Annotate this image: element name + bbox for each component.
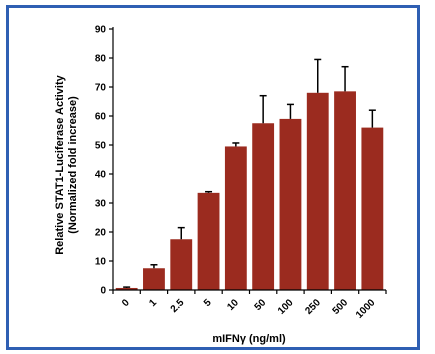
x-tick-label-5: 5 [202, 297, 214, 309]
y-tick-label-40: 40 [95, 170, 107, 181]
bar-chart: Relative STAT1-Luciferase Activity (Norm… [54, 25, 387, 345]
error-bar-250 [314, 58, 322, 93]
x-tick-labels: 0 1 2.5 5 10 50 100 250 500 1000 [120, 297, 378, 321]
x-tick-label-250: 250 [303, 297, 323, 317]
y-tick-label-80: 80 [95, 54, 107, 65]
x-tick-label-1000: 1000 [354, 297, 378, 321]
error-bar-10 [232, 142, 240, 147]
error-bar-5 [205, 190, 213, 193]
bar-250 [306, 92, 329, 290]
error-bar-500 [341, 65, 349, 92]
error-bar-2.5 [177, 226, 185, 240]
x-tick-label-0: 0 [120, 297, 132, 309]
x-tick-label-50: 50 [253, 297, 269, 313]
x-tick-label-500: 500 [331, 297, 351, 317]
bar-50 [252, 123, 275, 290]
y-tick-label-0: 0 [100, 286, 106, 297]
y-tick-label-90: 90 [95, 25, 107, 36]
y-axis-title: Relative STAT1-Luciferase Activity (Norm… [54, 74, 79, 254]
y-axis-title-line2: (Normalized fold increase) [67, 96, 79, 234]
y-tick-label-10: 10 [95, 257, 107, 268]
x-tick-label-2.5: 2.5 [169, 297, 187, 315]
bar-0 [115, 287, 138, 290]
y-tick-label-50: 50 [95, 141, 107, 152]
error-bar-100 [286, 103, 294, 119]
y-tick-label-70: 70 [95, 83, 107, 94]
y-axis-title-line1: Relative STAT1-Luciferase Activity [54, 74, 66, 254]
x-tick-label-1: 1 [147, 297, 159, 309]
error-bar-50 [259, 94, 267, 124]
bars-group [115, 91, 384, 291]
y-tick-label-30: 30 [95, 199, 107, 210]
error-bar-0 [123, 286, 131, 288]
bar-100 [279, 118, 302, 291]
y-tick-labels: 0 10 20 30 40 50 60 70 80 90 [95, 25, 107, 297]
error-bar-1000 [368, 109, 376, 128]
bar-500 [334, 91, 356, 290]
axes-group [109, 27, 387, 294]
bar-5 [197, 192, 220, 290]
chart-frame: Relative STAT1-Luciferase Activity (Norm… [6, 5, 420, 350]
y-tick-label-60: 60 [95, 112, 107, 123]
bar-1000 [361, 127, 384, 290]
bar-10 [224, 146, 247, 290]
y-tick-label-20: 20 [95, 228, 107, 239]
x-tick-label-10: 10 [225, 297, 241, 313]
x-axis-title: mIFNγ (ng/ml) [212, 333, 286, 345]
error-bars-group [123, 58, 376, 288]
x-tick-label-100: 100 [276, 297, 296, 317]
bar-1 [143, 268, 165, 290]
error-bar-1 [150, 264, 158, 269]
bar-2.5 [170, 239, 193, 290]
